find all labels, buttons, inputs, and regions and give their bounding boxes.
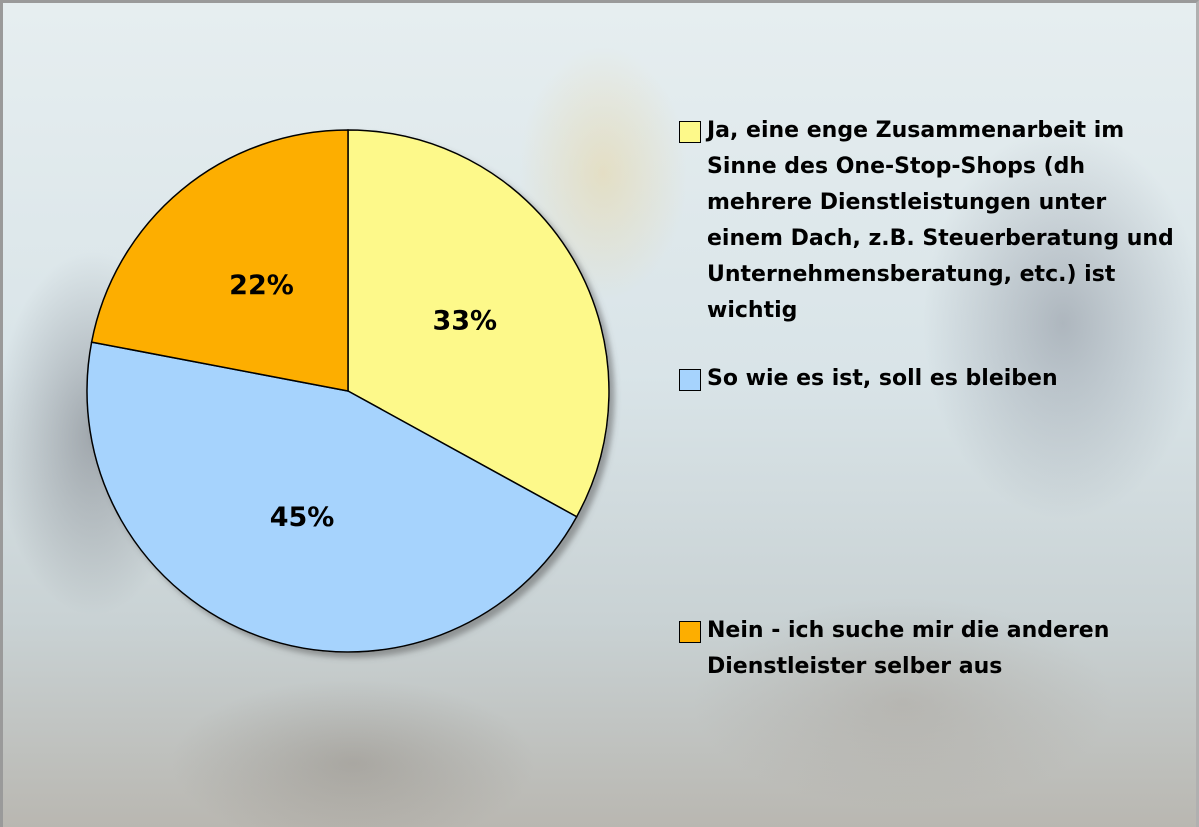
pie [86,129,610,653]
slice-label: 45% [270,502,335,533]
legend-entry: Nein - ich suche mir die anderen Dienstl… [679,613,1179,685]
legend-swatch [679,121,701,143]
pie-slice [347,129,610,518]
legend-label: Nein - ich suche mir die anderen Dienstl… [707,618,1110,679]
pie-chart: 33% 45% 22% [86,129,610,653]
legend-entry: So wie es ist, soll es bleiben [679,361,1179,397]
pie-slice [90,129,349,392]
slice-label: 33% [432,305,497,336]
legend-entry: Ja, eine enge Zusammenarbeit im Sinne de… [679,113,1179,329]
legend-swatch [679,369,701,391]
legend-swatch [679,621,701,643]
legend-label: Ja, eine enge Zusammenarbeit im Sinne de… [707,118,1174,323]
legend-label: So wie es ist, soll es bleiben [707,366,1058,391]
slice-label: 22% [229,270,294,301]
pie-slice [86,341,578,653]
